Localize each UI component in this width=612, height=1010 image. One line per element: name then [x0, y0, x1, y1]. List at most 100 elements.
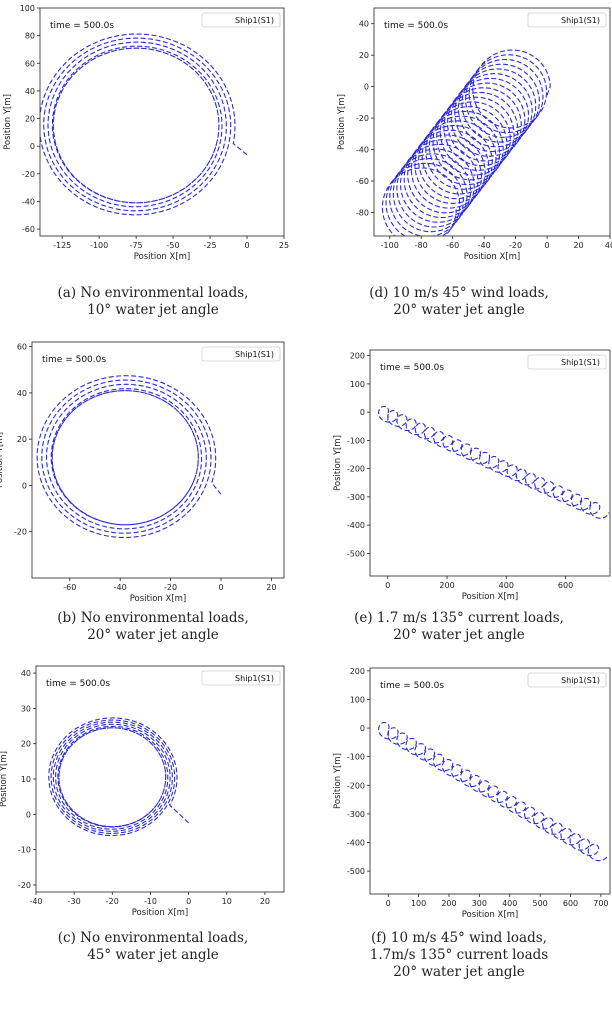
y-tick-label: 40	[21, 669, 31, 678]
trajectory-line-d	[381, 49, 551, 236]
y-tick-label: -20	[22, 170, 35, 179]
y-tick-label: -60	[356, 177, 369, 186]
chart-panel-c: -40 -30 -20 -10 0 10 20 -20 -10 0 10 20 30 40 Position…	[0, 662, 306, 1010]
y-tick-label: -200	[347, 465, 365, 474]
x-tick-label: 20	[260, 897, 270, 906]
y-tick-label: 20	[359, 51, 369, 60]
x-tick-label: -100	[90, 241, 108, 250]
x-tick-label: 500	[532, 899, 547, 908]
caption-f-line2: 1.7m/s 135° current loads	[369, 947, 549, 963]
y-tick-label: -20	[18, 881, 31, 890]
y-tick-label: 0	[22, 481, 27, 490]
y-axis-label: Position Y[m]	[337, 94, 347, 150]
y-tick-label: -500	[347, 549, 365, 558]
x-tick-label: 25	[279, 241, 289, 250]
chart-panel-b: -60 -40 -20 0 20 -20 0 20 40 60 Position X[m] Posit…	[0, 338, 306, 660]
y-tick-label: 30	[21, 704, 31, 713]
y-tick-label: 0	[360, 408, 365, 417]
caption-c-line1: (c) No environmental loads,	[57, 930, 249, 946]
caption-f-line3: 20° water jet angle	[393, 964, 525, 980]
x-tick-label: 100	[411, 899, 426, 908]
caption-b: (b) No environmental loads, 20° water je…	[0, 610, 306, 644]
x-tick-label: -25	[204, 241, 217, 250]
x-tick-label: 600	[558, 581, 573, 590]
x-tick-label: 0	[386, 899, 391, 908]
x-tick-label: 300	[472, 899, 487, 908]
x-tick-label: -20	[106, 897, 119, 906]
y-tick-label: 0	[30, 142, 35, 151]
y-tick-label: -20	[14, 528, 27, 537]
y-tick-label: -400	[347, 839, 365, 848]
legend-box	[527, 672, 607, 688]
x-tick-label: 40	[605, 241, 612, 250]
x-tick-label: -30	[68, 897, 81, 906]
plot-e: 0 200 400 600 -500 -400 -300 -200 -100 0 100 200 Pos…	[333, 349, 611, 602]
plot-frame	[369, 349, 611, 577]
x-tick-label: 0	[218, 583, 223, 592]
x-axis-label: Position X[m]	[130, 594, 187, 604]
caption-f-line1: (f) 10 m/s 45° wind loads,	[371, 930, 547, 946]
y-axis-label: Position Y[m]	[3, 94, 13, 150]
y-tick-label: 0	[360, 724, 365, 733]
y-tick-label: 100	[350, 380, 365, 389]
x-tick-label: 400	[499, 581, 514, 590]
trajectory-line-e	[378, 405, 610, 519]
x-tick-label: 400	[502, 899, 517, 908]
y-tick-label: -300	[347, 810, 365, 819]
y-axis-label: Position Y[m]	[333, 435, 343, 491]
x-tick-label: 0	[244, 241, 249, 250]
plot-frame	[369, 667, 611, 895]
y-tick-label: -200	[347, 781, 365, 790]
y-tick-label: -100	[347, 436, 365, 445]
x-tick-label: -125	[53, 241, 71, 250]
plot-f: 0 100 200 300 400 500 600 700 -500 -400 -300 -200 -1…	[333, 667, 611, 920]
y-tick-label: 100	[350, 695, 365, 704]
y-tick-label: -500	[347, 867, 365, 876]
x-tick-label: -60	[63, 583, 76, 592]
y-tick-label: 40	[359, 20, 369, 29]
y-tick-label: -40	[22, 197, 35, 206]
legend-box	[201, 670, 281, 686]
caption-c-line2: 45° water jet angle	[87, 947, 219, 963]
x-tick-label: -40	[114, 583, 127, 592]
caption-e-line1: (e) 1.7 m/s 135° current loads,	[354, 610, 564, 626]
time-annotation: time = 500.0s	[380, 681, 444, 691]
caption-e: (e) 1.7 m/s 135° current loads, 20° wate…	[306, 610, 612, 644]
chart-panel-f: 0 100 200 300 400 500 600 700 -500 -400 -300 -200 -1…	[306, 662, 612, 1010]
y-tick-label: 40	[17, 389, 27, 398]
plot-frame	[35, 665, 285, 893]
caption-f: (f) 10 m/s 45° wind loads, 1.7m/s 135° c…	[306, 930, 612, 981]
plot-d: -100 -80 -60 -40 -20 0 20 40 -80 -60 -40 -20 0 20 40 Po…	[337, 7, 612, 262]
chart-panel-e: 0 200 400 600 -500 -400 -300 -200 -100 0 100 200 Pos…	[306, 338, 612, 660]
x-axis-label: Position X[m]	[134, 252, 191, 262]
legend-entry: Ship1(S1)	[561, 16, 600, 25]
trajectory-line-a	[40, 33, 248, 216]
trajectory-line-f	[378, 721, 609, 862]
legend-box	[527, 12, 607, 28]
plot-c: -40 -30 -20 -10 0 10 20 -20 -10 0 10 20 30 40 Position…	[0, 665, 285, 918]
x-tick-label: 0	[186, 897, 191, 906]
legend-box	[527, 354, 607, 370]
time-annotation: time = 500.0s	[42, 355, 106, 365]
x-tick-label: 0	[385, 581, 390, 590]
x-tick-label: 700	[593, 899, 608, 908]
trajectory-line-c	[48, 717, 189, 837]
time-annotation: time = 500.0s	[380, 363, 444, 373]
y-tick-label: -60	[22, 225, 35, 234]
x-tick-label: -100	[381, 241, 399, 250]
legend-entry: Ship1(S1)	[235, 16, 274, 25]
y-tick-label: 10	[21, 775, 31, 784]
y-axis-label: Position Y[m]	[0, 432, 5, 488]
caption-a-line1: (a) No environmental loads,	[57, 285, 249, 301]
x-tick-label: -50	[167, 241, 180, 250]
x-axis-label: Position X[m]	[132, 908, 189, 918]
x-tick-label: -60	[446, 241, 459, 250]
y-tick-label: 20	[17, 435, 27, 444]
y-tick-label: 40	[25, 87, 35, 96]
trajectory-line-b	[36, 375, 222, 539]
x-tick-label: -80	[415, 241, 428, 250]
legend-entry: Ship1(S1)	[235, 350, 274, 359]
plot-a: -125 -100 -75 -50 -25 0 25 -60 -40 -20 0 20 40 60 80 10…	[3, 4, 289, 262]
time-annotation: time = 500.0s	[46, 679, 110, 689]
x-tick-label: -10	[144, 897, 157, 906]
